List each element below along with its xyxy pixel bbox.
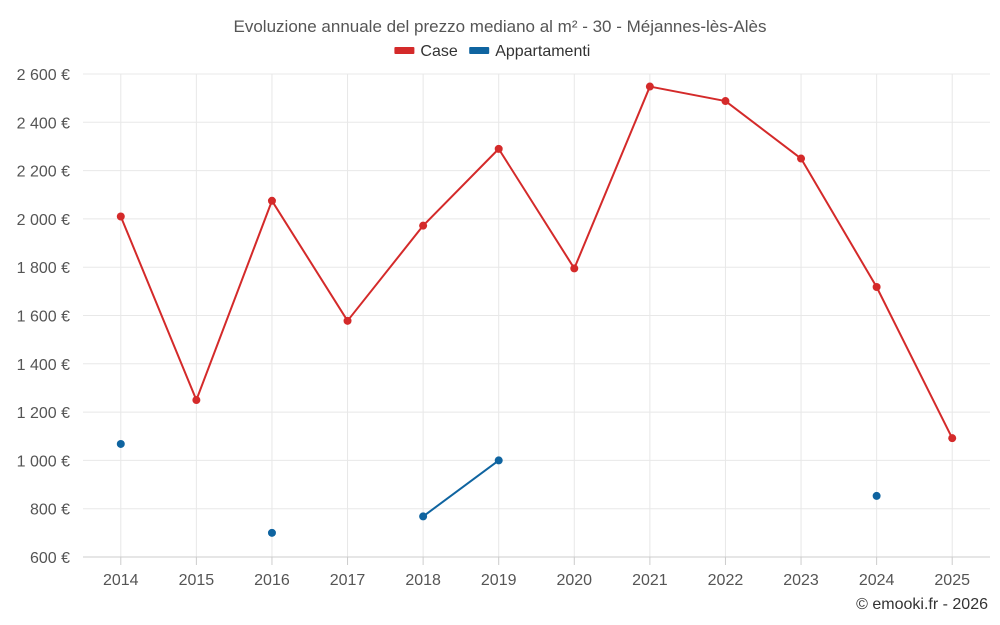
appartamenti-point[interactable]	[267, 528, 276, 537]
y-tick-label: 2 400 €	[17, 115, 70, 132]
appartamenti-line-segment	[422, 459, 500, 518]
case-line-segment	[573, 85, 651, 270]
y-tick-label: 1 400 €	[17, 357, 70, 374]
case-line-segment	[724, 100, 803, 160]
legend-label: Case	[420, 43, 457, 60]
case-point[interactable]	[343, 316, 352, 325]
x-tick-label: 2019	[481, 572, 517, 589]
y-tick-label: 1 000 €	[17, 453, 70, 470]
case-point[interactable]	[267, 196, 276, 205]
appartamenti-point[interactable]	[116, 439, 125, 448]
y-tick-label: 1 600 €	[17, 309, 70, 326]
case-point[interactable]	[872, 283, 881, 292]
legend: Case Appartamenti	[394, 43, 590, 60]
case-point[interactable]	[192, 396, 201, 405]
case-line-segment	[875, 286, 954, 440]
x-tick-label: 2015	[179, 572, 215, 589]
legend-label: Appartamenti	[495, 43, 590, 60]
x-tick-label: 2021	[632, 572, 668, 589]
series-case	[116, 82, 957, 443]
case-line-segment	[497, 147, 576, 270]
case-point[interactable]	[645, 82, 654, 91]
appartamenti-point[interactable]	[494, 456, 503, 465]
case-line-segment	[270, 199, 349, 322]
x-tick-label: 2014	[103, 572, 139, 589]
case-line-segment	[119, 215, 198, 402]
case-line-segment	[422, 147, 500, 227]
case-point[interactable]	[494, 144, 503, 153]
x-axis: 2014 2015 2016 2017 2018 2019 2020 2021 2022 2023…	[83, 556, 990, 589]
series	[116, 82, 957, 537]
case-point[interactable]	[419, 221, 428, 230]
case-line-segment	[346, 224, 425, 322]
case-point[interactable]	[797, 154, 806, 163]
y-tick-label: 2 600 €	[17, 67, 70, 84]
y-tick-label: 2 000 €	[17, 212, 70, 229]
chart-title: Evoluzione annuale del prezzo mediano al…	[234, 17, 767, 36]
appartamenti-point[interactable]	[419, 512, 428, 521]
x-tick-label: 2016	[254, 572, 290, 589]
y-tick-label: 800 €	[30, 502, 70, 519]
y-tick-label: 1 200 €	[17, 405, 70, 422]
case-line-segment	[195, 199, 273, 402]
grid-lines	[83, 73, 990, 558]
x-tick-label: 2022	[708, 572, 744, 589]
x-tick-label: 2024	[859, 572, 895, 589]
x-tick-label: 2017	[330, 572, 366, 589]
appartamenti-point[interactable]	[872, 491, 881, 500]
case-point[interactable]	[948, 434, 957, 443]
case-line-segment	[648, 85, 727, 103]
case-point[interactable]	[570, 264, 579, 273]
y-tick-label: 2 200 €	[17, 164, 70, 181]
case-line-segment	[800, 157, 878, 289]
y-tick-label: 1 800 €	[17, 260, 70, 277]
case-point[interactable]	[721, 97, 730, 106]
legend-swatch	[469, 47, 490, 54]
legend-item-appartamenti[interactable]: Appartamenti	[469, 43, 590, 60]
x-tick-label: 2018	[405, 572, 441, 589]
case-point[interactable]	[116, 212, 125, 221]
legend-item-case[interactable]: Case	[394, 43, 458, 60]
y-axis: 600 € 800 € 1 000 € 1 200 € 1 400 € 1 600 € 1 …	[17, 67, 70, 567]
series-appartamenti	[116, 439, 881, 537]
x-tick-label: 2020	[556, 572, 592, 589]
x-tick-label: 2023	[783, 572, 819, 589]
legend-swatch	[394, 47, 415, 54]
y-tick-label: 600 €	[30, 550, 70, 567]
credit-text: © emooki.fr - 2026	[856, 596, 988, 613]
x-tick-label: 2025	[934, 572, 970, 589]
